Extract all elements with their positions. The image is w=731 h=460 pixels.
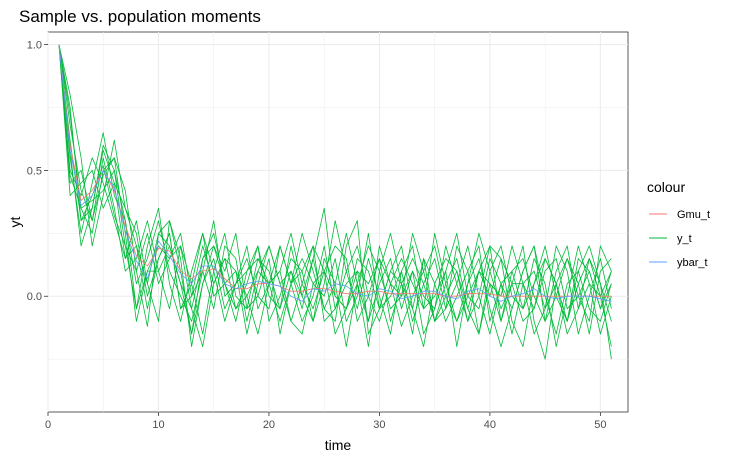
plot-panel: [47, 31, 629, 413]
legend-title: colour: [647, 179, 685, 195]
y-tick-label: 1.0: [27, 40, 42, 52]
x-tick-label: 40: [484, 419, 496, 431]
series-line-gmu-t: [58, 44, 612, 297]
x-tick-label: 20: [263, 419, 275, 431]
axis-ticks: 0 10 20 30 40 50 0.0 0.5 1.0: [27, 40, 607, 431]
legend-label: ybar_t: [677, 257, 708, 269]
legend-label: Gmu_t: [677, 209, 710, 221]
series-line-y-t: [58, 44, 612, 335]
y-tick-label: 0.5: [27, 165, 42, 177]
x-axis-title: time: [325, 437, 352, 453]
legend-label: y_t: [677, 233, 692, 245]
legend: colour Gmu_t y_t ybar_t: [647, 179, 710, 272]
x-tick-label: 30: [373, 419, 385, 431]
chart-title: Sample vs. population moments: [19, 7, 261, 26]
x-tick-label: 10: [152, 419, 164, 431]
y-axis-title: yt: [7, 216, 23, 227]
x-tick-label: 50: [594, 419, 606, 431]
series-layer: [58, 44, 612, 360]
series-line-ybar-t: [58, 44, 612, 302]
y-tick-label: 0.0: [27, 291, 42, 303]
series-line-y-t: [58, 44, 612, 348]
x-tick-label: 0: [45, 419, 51, 431]
series-line-y-t: [58, 44, 612, 360]
